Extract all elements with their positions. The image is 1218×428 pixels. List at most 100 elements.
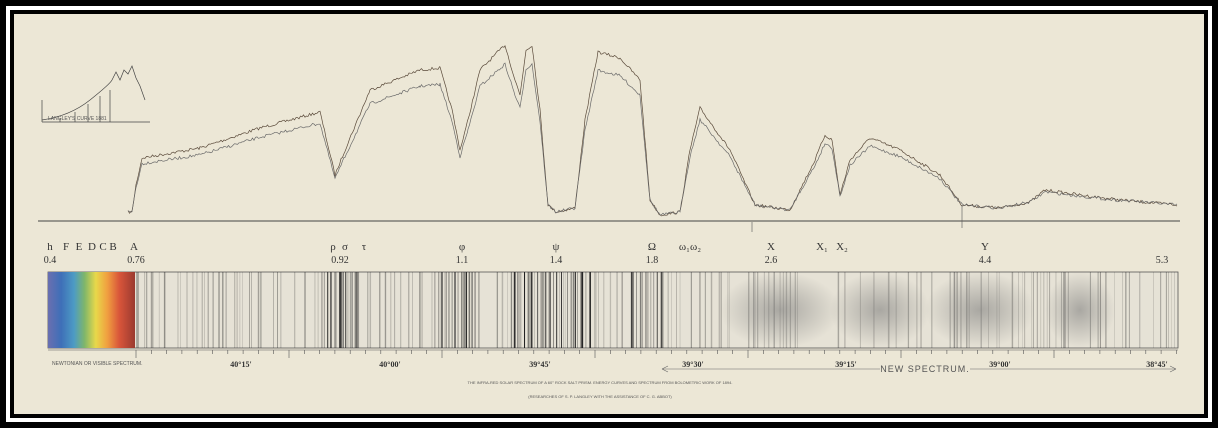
absorption-line [464, 272, 466, 348]
absorption-line [514, 272, 516, 348]
absorption-line [630, 272, 633, 348]
absorption-line [225, 272, 227, 348]
absorption-line [621, 272, 623, 348]
line-label: D [88, 241, 96, 253]
absorption-line [639, 272, 642, 348]
absorption-line [510, 272, 513, 348]
absorption-line [257, 272, 260, 348]
absorption-line [1036, 272, 1038, 348]
absorption-line [369, 272, 372, 348]
absorption-line [342, 272, 344, 348]
absorption-line [304, 272, 306, 348]
absorption-line [466, 272, 468, 348]
absorption-line [400, 272, 402, 348]
absorption-line [136, 272, 137, 348]
absorption-band [925, 272, 1035, 348]
wavelength-label: 4.4 [979, 255, 992, 266]
absorption-line [354, 272, 356, 348]
absorption-line [573, 272, 575, 348]
arrow-head [661, 365, 669, 373]
absorption-line [517, 272, 519, 348]
absorption-line [273, 272, 274, 348]
line-label: X₂ [836, 241, 848, 253]
absorption-line [218, 272, 220, 348]
line-label: C [99, 241, 106, 253]
absorption-line [212, 272, 214, 348]
absorption-line [434, 272, 436, 348]
absorption-line [563, 272, 565, 348]
inset-label: LANGLEY'S CURVE 1881 [48, 116, 107, 122]
absorption-line [641, 272, 643, 348]
absorption-line [260, 272, 262, 348]
absorption-line [177, 272, 179, 348]
absorption-line [314, 272, 316, 348]
absorption-line [598, 272, 599, 348]
absorption-line [656, 272, 658, 348]
absorption-line [690, 272, 692, 348]
absorption-line [653, 272, 655, 348]
absorption-line [676, 272, 677, 348]
absorption-line [1125, 272, 1127, 348]
absorption-line [323, 272, 325, 348]
absorption-line [650, 272, 652, 348]
new-spectrum-label: NEW SPECTRUM. [880, 364, 970, 374]
absorption-line [412, 272, 413, 348]
absorption-line [163, 272, 166, 348]
absorption-line [186, 272, 188, 348]
absorption-line [1040, 272, 1042, 348]
absorption-line [330, 272, 332, 348]
absorption-line [710, 272, 713, 348]
absorption-line [351, 272, 353, 348]
absorption-line [524, 272, 526, 348]
line-label: ρ [330, 241, 336, 253]
wavelength-label: 0.76 [127, 255, 145, 266]
absorption-line [679, 272, 681, 348]
absorption-line [1139, 272, 1141, 348]
absorption-line [421, 272, 423, 348]
absorption-line [518, 272, 521, 348]
absorption-line [574, 272, 576, 348]
absorption-line [379, 272, 381, 348]
absorption-line [152, 272, 154, 348]
spectrum-lines [136, 272, 1175, 348]
absorption-line [556, 272, 558, 348]
absorption-line [294, 272, 296, 348]
line-label: τ [362, 241, 367, 253]
energy-curve [127, 62, 1178, 216]
scale [135, 350, 1177, 358]
absorption-line [468, 272, 471, 348]
degree-label: 40°00' [379, 360, 400, 369]
line-label: φ [459, 241, 465, 253]
absorption-line [236, 272, 238, 348]
absorption-line [548, 272, 551, 348]
absorption-line [394, 272, 396, 348]
absorption-line [158, 272, 160, 348]
absorption-line [478, 272, 480, 348]
absorption-line [586, 272, 587, 348]
absorption-line [718, 272, 720, 348]
line-label: ω₁ω₂ [679, 241, 701, 253]
absorption-line [144, 272, 145, 348]
absorption-line [207, 272, 209, 348]
absorption-line [280, 272, 282, 348]
energy-curve [127, 44, 1178, 217]
absorption-line [461, 272, 462, 348]
absorption-line [317, 272, 319, 348]
degree-label: 39°00' [989, 360, 1010, 369]
absorption-line [1160, 272, 1162, 348]
absorption-line [234, 272, 236, 348]
absorption-line [335, 272, 337, 348]
absorption-line [645, 272, 647, 348]
visible-spectrum [48, 272, 135, 348]
absorption-line [531, 272, 533, 348]
absorption-line [585, 272, 586, 348]
absorption-line [594, 272, 596, 348]
line-label: A [130, 241, 138, 253]
absorption-line [347, 272, 349, 348]
absorption-line [647, 272, 649, 348]
absorption-band [830, 272, 930, 348]
